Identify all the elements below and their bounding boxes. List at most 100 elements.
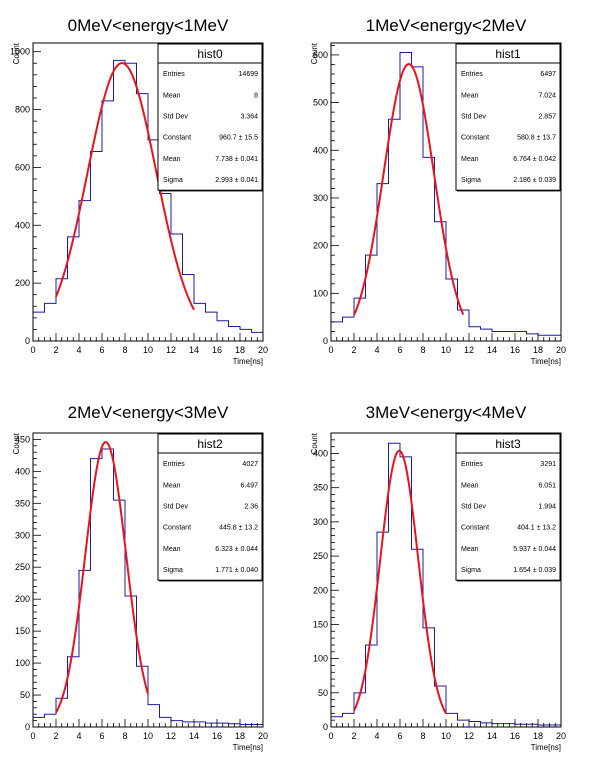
stats-label: Mean xyxy=(163,156,181,163)
stats-label: Entries xyxy=(461,71,483,78)
x-tick-label: 14 xyxy=(189,731,199,741)
x-tick-label: 14 xyxy=(487,345,497,355)
stats-label: Sigma xyxy=(163,177,183,184)
y-tick-label: 0 xyxy=(323,722,328,732)
stats-label: Mean xyxy=(461,92,479,99)
y-tick-label: 0 xyxy=(25,336,30,346)
y-tick-label: 400 xyxy=(15,220,30,230)
stats-label: Constant xyxy=(461,525,489,532)
x-tick-label: 10 xyxy=(143,345,153,355)
x-tick-label: 4 xyxy=(374,731,379,741)
histogram-steps xyxy=(330,442,561,727)
stats-value: 445.8 ± 13.2 xyxy=(219,525,258,532)
stats-label: Entries xyxy=(163,71,185,78)
stats-label: Sigma xyxy=(461,177,481,184)
x-tick-label: 0 xyxy=(30,731,35,741)
stats-box-frame xyxy=(455,433,561,581)
x-tick-label: 0 xyxy=(328,345,333,355)
x-tick-label: 2 xyxy=(351,731,356,741)
stats-value: 14699 xyxy=(239,71,259,78)
y-axis-label: Count xyxy=(12,432,21,454)
y-tick-label: 200 xyxy=(15,594,30,604)
x-tick-label: 8 xyxy=(420,345,425,355)
x-tick-label: 0 xyxy=(30,345,35,355)
x-tick-label: 14 xyxy=(189,345,199,355)
stats-label: Std Dev xyxy=(461,114,486,121)
stats-box-frame xyxy=(157,43,263,191)
y-axis-label: Count xyxy=(310,432,319,454)
stats-label: Std Dev xyxy=(163,504,188,511)
x-tick-label: 6 xyxy=(397,731,402,741)
x-tick-label: 10 xyxy=(441,731,451,741)
x-tick-label: 16 xyxy=(212,731,222,741)
stats-label: Constant xyxy=(461,135,489,142)
x-tick-label: 4 xyxy=(374,345,379,355)
stats-value: 1.771 ± 0.040 xyxy=(215,567,258,574)
stats-box-shadow xyxy=(457,580,561,582)
chart-title: 2MeV<energy<3MeV xyxy=(68,403,229,422)
stats-value: 3291 xyxy=(540,461,556,468)
y-tick-label: 250 xyxy=(15,562,30,572)
stats-value: 8 xyxy=(254,92,258,99)
x-tick-label: 14 xyxy=(487,731,497,741)
y-tick-label: 150 xyxy=(313,619,328,629)
x-tick-label: 6 xyxy=(99,731,104,741)
stats-value: 6.764 ± 0.042 xyxy=(513,156,556,163)
stats-value: 960.7 ± 15.5 xyxy=(219,135,258,142)
y-tick-label: 50 xyxy=(318,688,328,698)
stats-label: Sigma xyxy=(461,567,481,574)
stats-box-shadow xyxy=(457,190,561,192)
x-tick-label: 8 xyxy=(122,731,127,741)
stats-label: Std Dev xyxy=(163,114,188,121)
y-tick-label: 50 xyxy=(20,690,30,700)
stats-value: 2.993 ± 0.041 xyxy=(215,177,258,184)
stats-label: Mean xyxy=(461,546,479,553)
x-tick-label: 12 xyxy=(464,731,474,741)
x-tick-label: 6 xyxy=(99,345,104,355)
stats-box: hist1 Entries 6497 Mean 7.024 Std Dev 2.857 Con… xyxy=(455,43,561,192)
y-tick-label: 0 xyxy=(323,336,328,346)
stats-label: Mean xyxy=(461,482,479,489)
x-tick-label: 6 xyxy=(397,345,402,355)
stats-label: Mean xyxy=(163,482,181,489)
stats-value: 5.937 ± 0.044 xyxy=(513,546,556,553)
stats-label: Mean xyxy=(163,546,181,553)
y-tick-label: 300 xyxy=(15,530,30,540)
x-tick-label: 2 xyxy=(53,345,58,355)
x-tick-label: 8 xyxy=(420,731,425,741)
stats-value: 2.36 xyxy=(244,504,258,511)
stats-label: Mean xyxy=(461,156,479,163)
y-tick-label: 600 xyxy=(15,162,30,172)
chart-title: 0MeV<energy<1MeV xyxy=(68,16,229,35)
y-tick-label: 500 xyxy=(313,98,328,108)
gaussian-fit-curve xyxy=(353,63,465,316)
stats-label: Constant xyxy=(163,135,191,142)
chart-title: 3MeV<energy<4MeV xyxy=(366,403,527,422)
x-tick-label: 18 xyxy=(533,345,543,355)
y-tick-label: 450 xyxy=(15,434,30,444)
x-tick-label: 12 xyxy=(166,731,176,741)
stats-label: Sigma xyxy=(163,567,183,574)
chart-title: 1MeV<energy<2MeV xyxy=(366,16,527,35)
y-tick-label: 200 xyxy=(313,585,328,595)
x-axis-label: Time[ns] xyxy=(531,743,561,752)
stats-value: 6497 xyxy=(540,71,556,78)
y-tick-label: 200 xyxy=(313,241,328,251)
y-axis-label: Count xyxy=(310,42,319,64)
x-tick-label: 20 xyxy=(556,345,566,355)
stats-value: 2.857 xyxy=(538,114,556,121)
stats-label: Mean xyxy=(163,92,181,99)
x-tick-label: 12 xyxy=(464,345,474,355)
stats-box-title: hist1 xyxy=(495,47,521,61)
y-tick-label: 0 xyxy=(25,722,30,732)
stats-label: Std Dev xyxy=(461,504,486,511)
histogram-steps xyxy=(32,59,263,341)
x-tick-label: 20 xyxy=(258,345,268,355)
stats-box-title: hist2 xyxy=(197,437,223,451)
x-tick-label: 4 xyxy=(76,731,81,741)
y-tick-label: 400 xyxy=(15,466,30,476)
y-tick-label: 100 xyxy=(15,658,30,668)
x-tick-label: 18 xyxy=(235,345,245,355)
y-tick-label: 250 xyxy=(313,551,328,561)
